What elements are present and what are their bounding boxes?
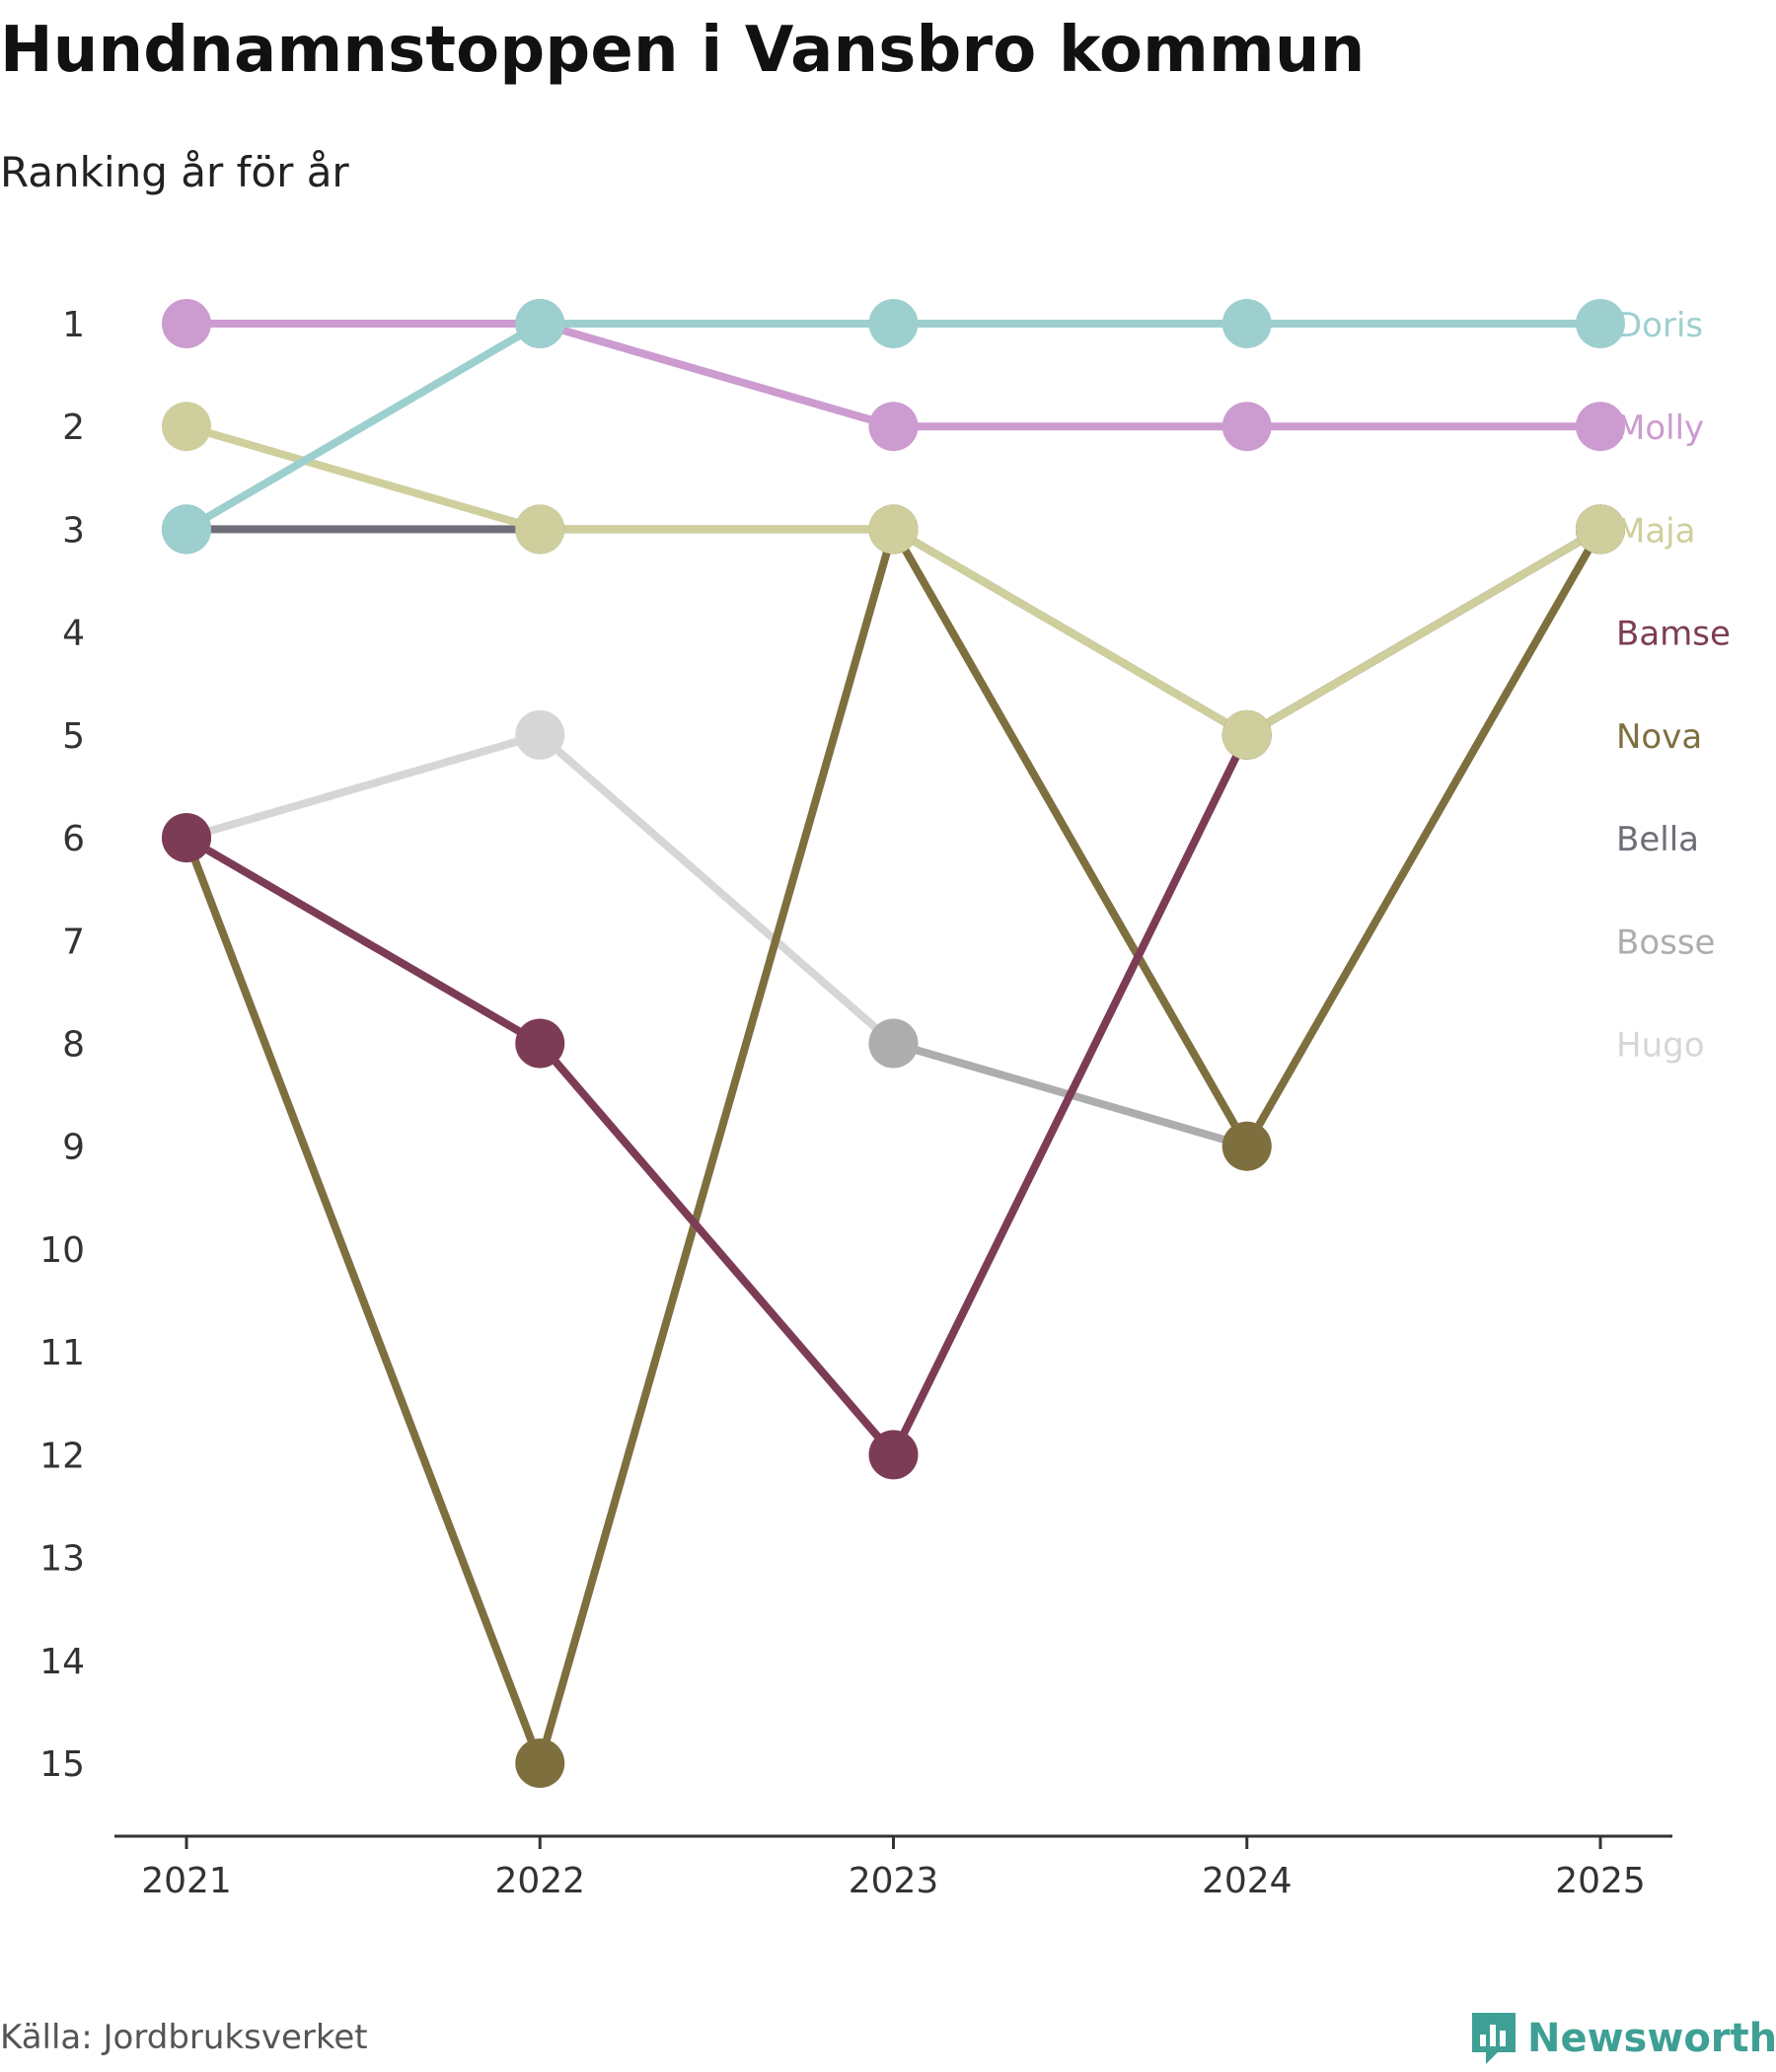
data-point-bamse-2021	[162, 813, 211, 863]
x-tick-label-2024: 2024	[1202, 1861, 1293, 1901]
data-point-maja-2021	[162, 402, 211, 452]
brand-name: Newsworthy	[1527, 2016, 1776, 2061]
chart-subtitle: Ranking år för år	[0, 148, 349, 196]
y-tick-label-13: 13	[39, 1539, 85, 1580]
y-tick-label-9: 9	[62, 1128, 85, 1168]
data-point-maja-2024	[1221, 709, 1272, 760]
data-point-doris-2022	[515, 299, 565, 348]
series-label-nova: Nova	[1616, 717, 1702, 757]
y-tick-label-14: 14	[39, 1642, 85, 1682]
data-point-bamse-2023	[868, 1430, 919, 1480]
data-point-molly-2021	[162, 299, 211, 348]
x-tick-label-2021: 2021	[141, 1861, 232, 1901]
y-tick-label-10: 10	[39, 1230, 85, 1271]
y-tick-label-2: 2	[62, 407, 85, 448]
data-point-hugo-2022	[515, 709, 565, 760]
data-point-doris-2021	[162, 504, 211, 555]
y-tick-label-11: 11	[39, 1333, 85, 1373]
y-tick-label-4: 4	[62, 614, 85, 654]
data-point-molly-2023	[868, 402, 919, 452]
data-point-maja-2022	[515, 504, 565, 555]
series-label-molly: Molly	[1616, 408, 1704, 448]
y-tick-label-12: 12	[39, 1436, 85, 1476]
y-tick-label-7: 7	[62, 922, 85, 962]
data-point-doris-2024	[1221, 299, 1272, 348]
series-label-bamse: Bamse	[1616, 615, 1731, 654]
y-tick-label-8: 8	[62, 1025, 85, 1066]
y-tick-label-1: 1	[62, 305, 85, 345]
series-line-bella	[183, 525, 1604, 739]
data-point-maja-2023	[868, 504, 919, 555]
y-tick-label-6: 6	[62, 819, 85, 859]
y-tick-label-15: 15	[39, 1744, 85, 1785]
newsworthy-logo-icon	[1472, 2013, 1516, 2064]
series-label-maja: Maja	[1616, 511, 1695, 551]
data-point-doris-2023	[868, 299, 919, 348]
series-label-doris: Doris	[1616, 306, 1703, 345]
series-line-nova	[183, 525, 1604, 1767]
x-tick-label-2023: 2023	[849, 1861, 939, 1901]
series-label-bosse: Bosse	[1616, 923, 1715, 962]
brand-logo: Newsworthy	[1468, 2009, 1776, 2068]
y-tick-label-5: 5	[62, 716, 85, 757]
x-tick-label-2025: 2025	[1555, 1861, 1646, 1901]
source-note: Källa: Jordbruksverket	[0, 2018, 368, 2057]
data-point-molly-2025	[1576, 402, 1625, 452]
data-point-nova-2024	[1221, 1121, 1272, 1171]
series-line-bamse	[183, 525, 1604, 1459]
chart-title: Hundnamnstoppen i Vansbro kommun	[0, 14, 1366, 87]
data-point-maja-2025	[1576, 504, 1625, 555]
data-point-molly-2024	[1221, 402, 1272, 452]
x-tick-label-2022: 2022	[494, 1861, 585, 1901]
series-label-hugo: Hugo	[1616, 1026, 1705, 1066]
y-tick-label-3: 3	[62, 510, 85, 551]
series-label-bella: Bella	[1616, 820, 1699, 859]
data-point-bamse-2022	[515, 1018, 565, 1069]
data-point-doris-2025	[1576, 299, 1625, 348]
data-point-nova-2022	[515, 1739, 565, 1788]
series-line-maja	[183, 422, 1604, 739]
data-point-bosse-2023	[868, 1018, 919, 1069]
